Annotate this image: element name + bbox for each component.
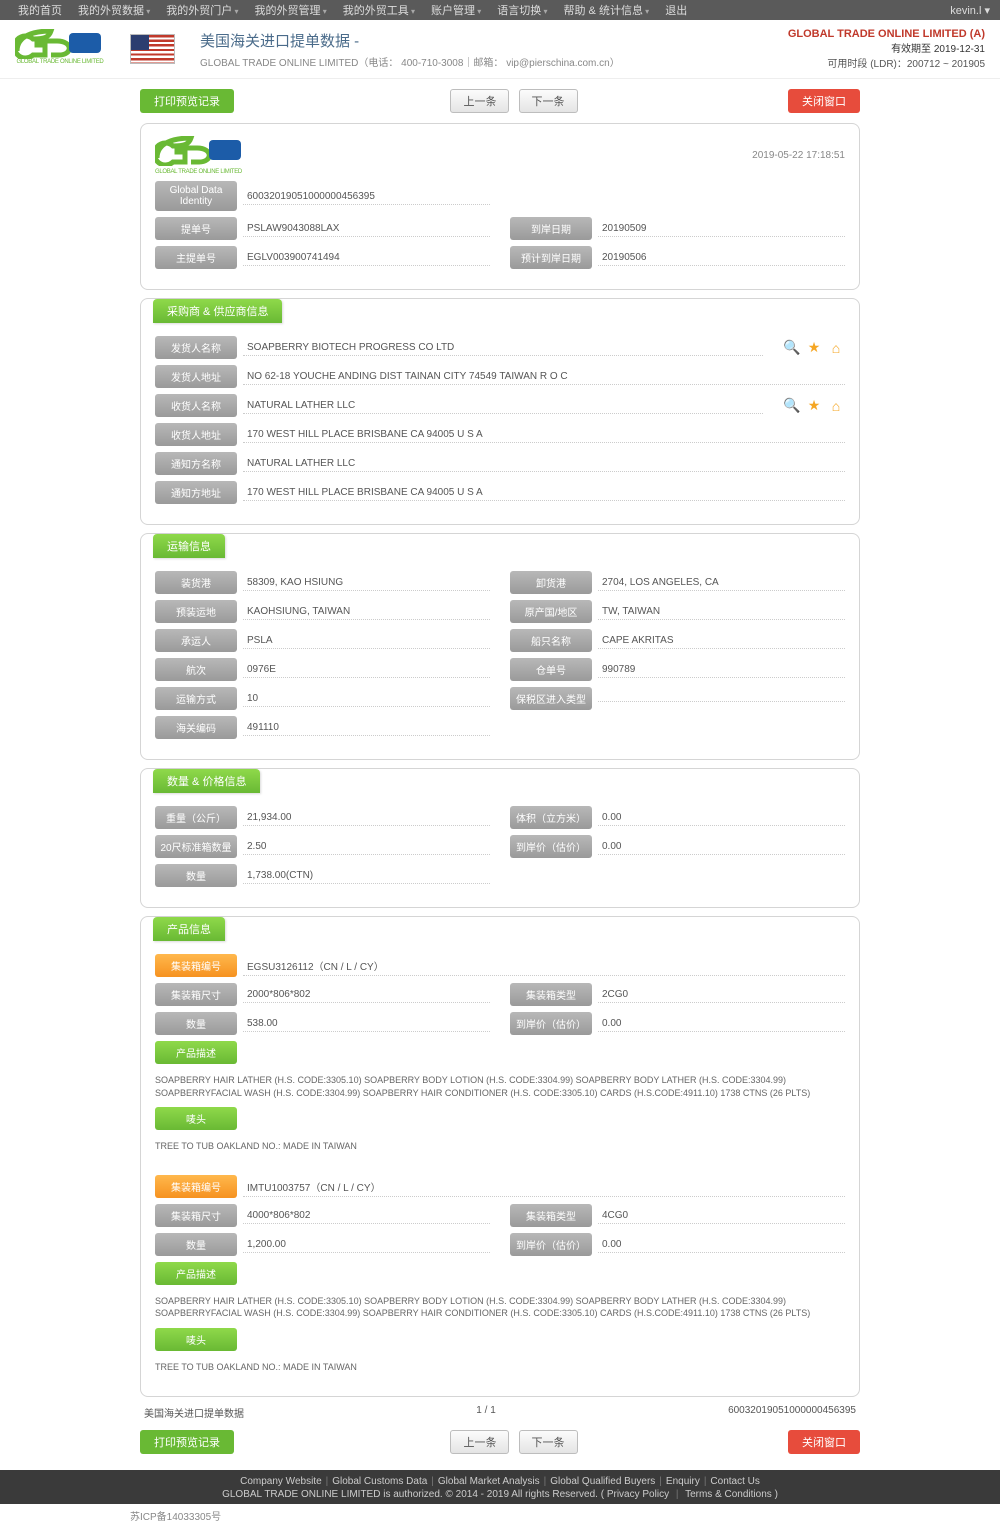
topnav-left: 我的首页我的外贸数据我的外贸门户我的外贸管理我的外贸工具账户管理语言切换帮助 &… <box>10 2 695 18</box>
section-transport: 运输信息 <box>153 534 225 558</box>
page-subtitle: GLOBAL TRADE ONLINE LIMITED（电话： 400-710-… <box>200 54 788 69</box>
action-bar-bottom: 打印预览记录 上一条 下一条 关闭窗口 <box>140 1430 860 1454</box>
products-card: 产品信息 集装箱编号EGSU3126112（CN / L / CY）集装箱尺寸2… <box>140 916 860 1397</box>
search-icon[interactable]: 🔍 <box>783 339 801 357</box>
page-footer: Company Website|Global Customs Data|Glob… <box>0 1470 1000 1504</box>
footer-link[interactable]: Company Website <box>240 1476 322 1487</box>
doc-footer: 美国海关进口提单数据 1 / 1 60032019051000000456395 <box>140 1405 860 1420</box>
topnav-item[interactable]: 我的外贸工具 <box>335 2 423 18</box>
quantity-card: 数量 & 价格信息 重量（公斤）21,934.00 体积（立方米）0.00 20… <box>140 768 860 908</box>
close-window-button[interactable]: 关闭窗口 <box>788 1430 860 1454</box>
print-preview-button[interactable]: 打印预览记录 <box>140 89 234 113</box>
top-navbar: 我的首页我的外贸数据我的外贸门户我的外贸管理我的外贸工具账户管理语言切换帮助 &… <box>0 0 1000 20</box>
product-item: 集装箱编号IMTU1003757（CN / L / CY）集装箱尺寸4000*8… <box>155 1175 845 1382</box>
footer-links: Company Website|Global Customs Data|Glob… <box>0 1476 1000 1487</box>
topnav-user-menu[interactable]: kevin.l ▾ <box>950 4 990 17</box>
icp-number: 苏ICP备14033305号 <box>0 1504 1000 1527</box>
next-button[interactable]: 下一条 <box>519 89 578 113</box>
privacy-link[interactable]: Privacy Policy <box>607 1489 669 1500</box>
topnav-item[interactable]: 退出 <box>657 2 695 18</box>
section-parties: 采购商 & 供应商信息 <box>153 299 282 323</box>
identity-card: GLOBAL TRADE ONLINE LIMITED 2019-05-22 1… <box>140 123 860 290</box>
card-logo: GLOBAL TRADE ONLINE LIMITED <box>155 136 245 175</box>
action-bar-top: 打印预览记录 上一条 下一条 关闭窗口 <box>140 89 860 113</box>
product-mark: TREE TO TUB OAKLAND NO.: MADE IN TAIWAN <box>155 1357 845 1382</box>
topnav-item[interactable]: 账户管理 <box>423 2 489 18</box>
home-icon[interactable]: ⌂ <box>827 339 845 357</box>
product-description: SOAPBERRY HAIR LATHER (H.S. CODE:3305.10… <box>155 1070 845 1107</box>
topnav-item[interactable]: 我的首页 <box>10 2 70 18</box>
section-quantity: 数量 & 价格信息 <box>153 769 260 793</box>
next-button[interactable]: 下一条 <box>519 1430 578 1454</box>
search-icon[interactable]: 🔍 <box>783 397 801 415</box>
close-window-button[interactable]: 关闭窗口 <box>788 89 860 113</box>
footer-link[interactable]: Global Customs Data <box>332 1476 427 1487</box>
prev-button[interactable]: 上一条 <box>450 89 509 113</box>
section-products: 产品信息 <box>153 917 225 941</box>
parties-card: 采购商 & 供应商信息 发货人名称SOAPBERRY BIOTECH PROGR… <box>140 298 860 525</box>
topnav-item[interactable]: 帮助 & 统计信息 <box>556 2 658 18</box>
page-title: 美国海关进口提单数据 - <box>200 30 788 51</box>
topnav-item[interactable]: 我的外贸数据 <box>70 2 158 18</box>
footer-link[interactable]: Global Market Analysis <box>438 1476 540 1487</box>
footer-link[interactable]: Contact Us <box>710 1476 759 1487</box>
topnav-item[interactable]: 我的外贸管理 <box>247 2 335 18</box>
header-account-info: GLOBAL TRADE ONLINE LIMITED (A) 有效期至 201… <box>788 28 985 70</box>
print-preview-button[interactable]: 打印预览记录 <box>140 1430 234 1454</box>
star-icon[interactable]: ★ <box>805 397 823 415</box>
product-item: 集装箱编号EGSU3126112（CN / L / CY）集装箱尺寸2000*8… <box>155 954 845 1161</box>
title-block: 美国海关进口提单数据 - GLOBAL TRADE ONLINE LIMITED… <box>200 30 788 69</box>
star-icon[interactable]: ★ <box>805 339 823 357</box>
logo: GLOBAL TRADE ONLINE LIMITED <box>15 29 105 69</box>
shipper-actions: 🔍 ★ ⌂ <box>783 339 845 357</box>
transport-card: 运输信息 装货港58309, KAO HSIUNG 卸货港2704, LOS A… <box>140 533 860 760</box>
product-description: SOAPBERRY HAIR LATHER (H.S. CODE:3305.10… <box>155 1291 845 1328</box>
footer-auth: GLOBAL TRADE ONLINE LIMITED is authorize… <box>0 1489 1000 1500</box>
flag-icon[interactable] <box>130 34 175 64</box>
timestamp: 2019-05-22 17:18:51 <box>752 150 845 161</box>
footer-link[interactable]: Enquiry <box>666 1476 700 1487</box>
page-header: GLOBAL TRADE ONLINE LIMITED 美国海关进口提单数据 -… <box>0 20 1000 79</box>
home-icon[interactable]: ⌂ <box>827 397 845 415</box>
footer-link[interactable]: Global Qualified Buyers <box>550 1476 655 1487</box>
product-mark: TREE TO TUB OAKLAND NO.: MADE IN TAIWAN <box>155 1136 845 1161</box>
topnav-item[interactable]: 我的外贸门户 <box>158 2 246 18</box>
consignee-actions: 🔍 ★ ⌂ <box>783 397 845 415</box>
topnav-item[interactable]: 语言切换 <box>489 2 555 18</box>
gdi-value: 60032019051000000456395 <box>243 188 490 205</box>
terms-link[interactable]: Terms & Conditions <box>685 1489 772 1500</box>
prev-button[interactable]: 上一条 <box>450 1430 509 1454</box>
